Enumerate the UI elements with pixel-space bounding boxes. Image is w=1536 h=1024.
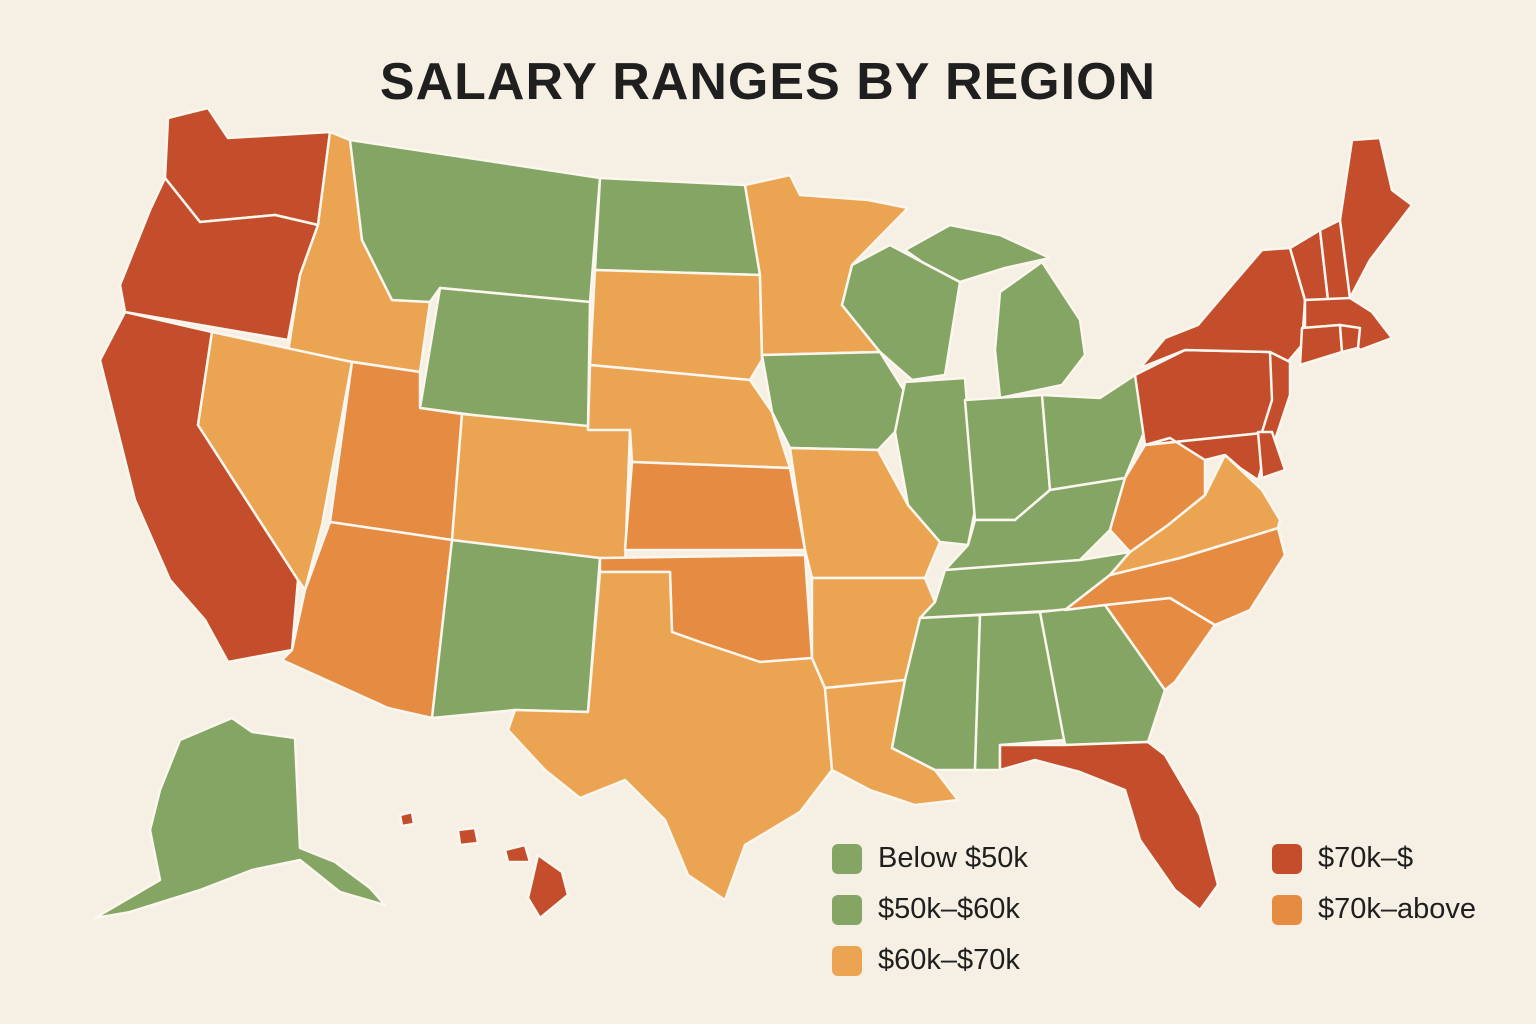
state-tx[interactable] xyxy=(506,570,834,902)
legend-swatch xyxy=(1272,894,1302,925)
state-wi[interactable] xyxy=(840,243,962,382)
state-ak[interactable] xyxy=(93,716,387,920)
state-de[interactable] xyxy=(1256,430,1287,480)
legend-item-50k-60k: $50k–$60k xyxy=(832,893,1020,926)
state-nd[interactable] xyxy=(593,176,762,277)
state-hi[interactable] xyxy=(526,853,570,920)
map-title: SALARY RANGES BY REGION xyxy=(379,53,1157,111)
state-sd[interactable] xyxy=(588,268,764,382)
legend-item-70k-above: $70k–above xyxy=(1272,893,1476,926)
state-hi-maui[interactable] xyxy=(503,843,532,864)
state-hi-kauai[interactable] xyxy=(398,810,416,828)
state-fl[interactable] xyxy=(998,740,1220,912)
legend-item-70k: $70k–$ xyxy=(1272,842,1413,875)
state-ks[interactable] xyxy=(623,460,807,552)
state-me[interactable] xyxy=(1338,136,1414,300)
state-ct[interactable] xyxy=(1298,323,1344,367)
state-mt[interactable] xyxy=(348,138,602,304)
state-mi[interactable] xyxy=(993,260,1087,400)
state-nm[interactable] xyxy=(430,538,602,720)
state-mo[interactable] xyxy=(788,446,942,580)
legend-label: $70k–above xyxy=(1318,893,1477,925)
legend-swatch xyxy=(832,945,862,976)
state-hi-oahu[interactable] xyxy=(456,826,480,847)
legend-item-below-50k: Below $50k xyxy=(832,842,1028,875)
state-ia[interactable] xyxy=(760,350,907,452)
state-ny[interactable] xyxy=(1138,246,1307,370)
legend-label: $70k–$ xyxy=(1318,842,1414,874)
legend-label: $60k–$70k xyxy=(878,944,1020,976)
legend-swatch xyxy=(832,894,862,925)
legend-label: $50k–$60k xyxy=(878,893,1020,925)
legend-swatch xyxy=(1272,843,1302,874)
state-mi-up[interactable] xyxy=(903,223,1052,284)
legend-label: Below $50k xyxy=(878,842,1028,874)
legend-item-60k-70k: $60k–$70k xyxy=(832,944,1020,977)
state-wy[interactable] xyxy=(418,286,592,432)
state-ri[interactable] xyxy=(1338,323,1362,354)
legend-swatch xyxy=(832,843,862,874)
